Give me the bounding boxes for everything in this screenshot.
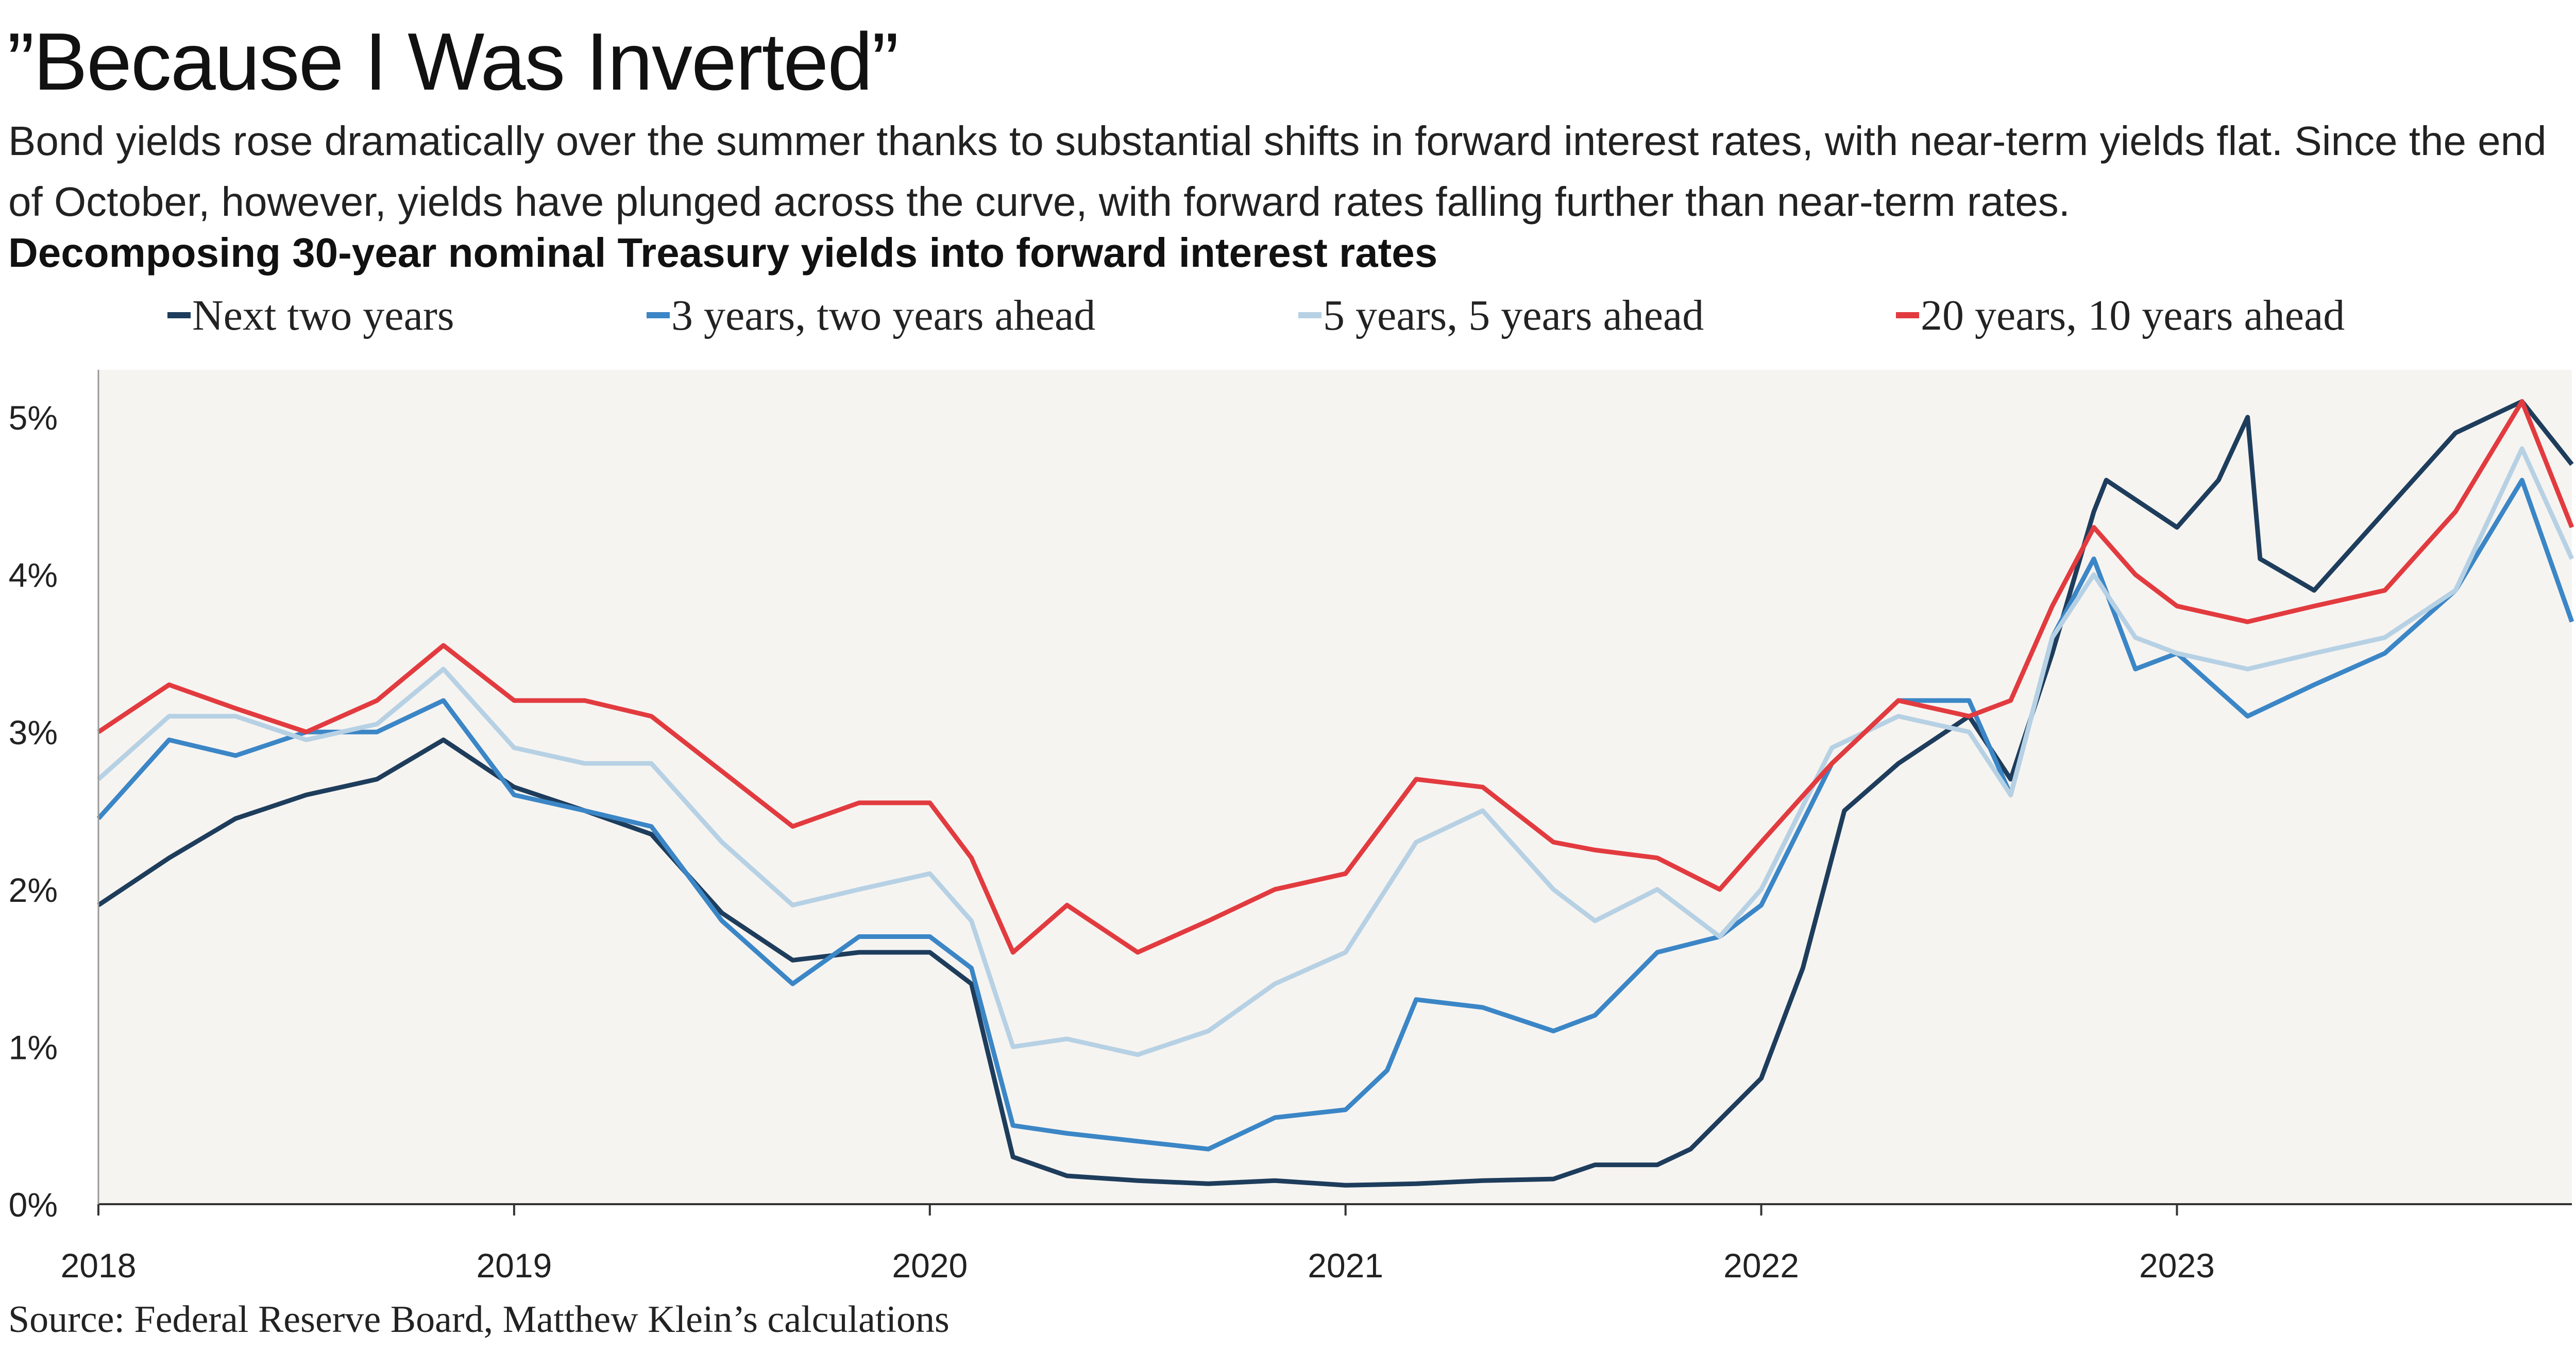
series-line-1: [96, 477, 2574, 1152]
x-tick-label: 2019: [476, 1246, 552, 1285]
y-tick-label: 4%: [9, 556, 58, 594]
y-tick-label: 5%: [9, 399, 58, 437]
x-tick-label: 2022: [1723, 1246, 1799, 1285]
y-tick-label: 2%: [9, 871, 58, 909]
series-line-2: [97, 446, 2574, 1057]
y-tick-label: 1%: [9, 1028, 58, 1066]
series-line-3: [97, 399, 2574, 955]
y-tick-label: 3%: [9, 713, 58, 751]
legend-label: 20 years, 10 years ahead: [1921, 292, 2345, 339]
chart-title: Decomposing 30-year nominal Treasury yie…: [8, 230, 1438, 276]
legend-label: 5 years, 5 years ahead: [1323, 292, 1704, 339]
source-note: Source: Federal Reserve Board, Matthew K…: [8, 1298, 950, 1341]
legend: Next two years 3 years, two years ahead 5 …: [167, 292, 2345, 339]
legend-label: 3 years, two years ahead: [671, 292, 1095, 339]
y-tick-label: 0%: [9, 1186, 58, 1224]
x-tick-label: 2021: [1308, 1246, 1383, 1285]
page-title: ”Because I Was Inverted”: [7, 16, 899, 107]
series-layer: [96, 399, 2574, 1188]
x-tick-label: 2020: [892, 1246, 968, 1285]
x-tick-label: 2023: [2139, 1246, 2215, 1285]
x-tick-label: 2018: [61, 1246, 137, 1285]
plot-area: [98, 370, 2572, 1204]
subtitle: Bond yields rose dramatically over the s…: [8, 118, 2547, 225]
legend-label: Next two years: [192, 292, 454, 339]
axis-ticks: 2018 2019 2020 2021 2022 2023 0% 1% 2% 3% 4% 5%: [9, 399, 2215, 1285]
